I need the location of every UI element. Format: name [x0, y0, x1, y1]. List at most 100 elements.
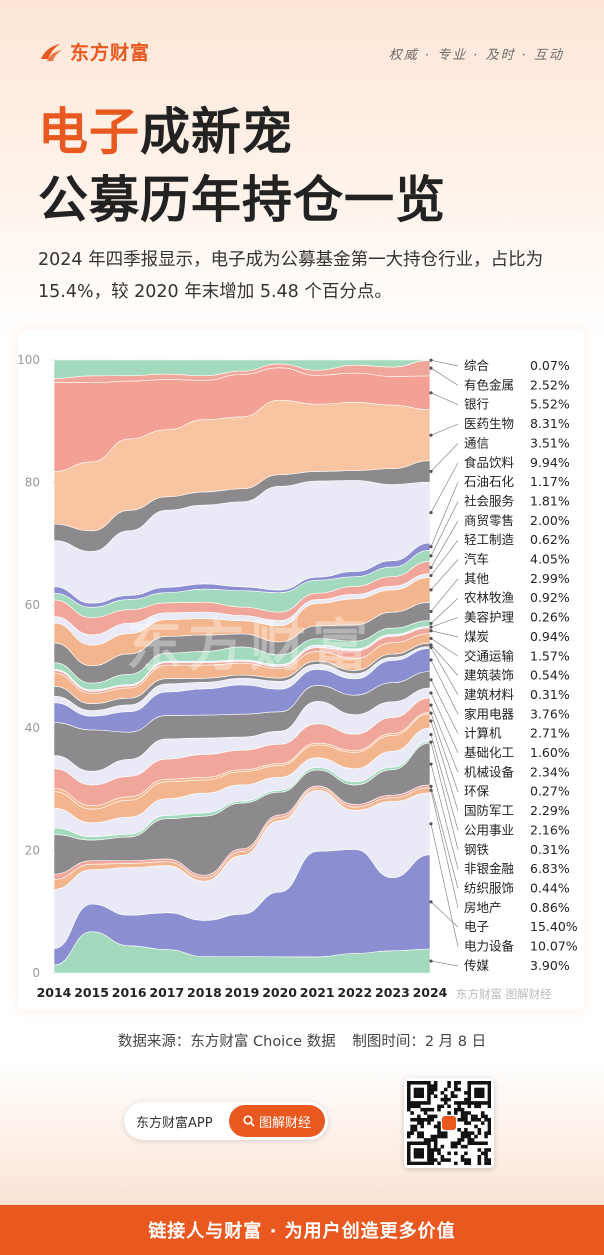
legend-value: 0.62%: [530, 532, 570, 547]
leader-dot: [429, 621, 433, 626]
legend-value: 0.07%: [530, 358, 570, 373]
leader-dot: [429, 732, 433, 737]
legend-name: 汽车: [464, 552, 489, 567]
legend-value: 1.81%: [530, 493, 570, 508]
leader-dot: [429, 366, 433, 370]
leader-dot: [429, 588, 433, 592]
legend-name: 交通运输: [464, 648, 515, 663]
legend-value: 2.00%: [530, 513, 570, 528]
x-tick-label: 2018: [187, 985, 222, 1000]
leader-dot: [429, 358, 433, 362]
legend-name: 银行: [464, 397, 489, 412]
y-tick-label: 80: [25, 476, 40, 490]
leader-line: [430, 539, 459, 576]
leader-line: [430, 367, 459, 386]
legend-value: 3.51%: [530, 435, 570, 450]
legend-value: 3.76%: [530, 706, 570, 721]
legend-value: 0.54%: [530, 668, 570, 683]
leader-dot: [429, 784, 433, 788]
leader-line: [430, 720, 459, 812]
leader-line: [430, 712, 459, 792]
legend-name: 电力设备: [464, 939, 515, 954]
legend-name: 其他: [464, 571, 490, 586]
legend-name: 社会服务: [464, 493, 514, 508]
legend-name: 有色金属: [464, 377, 514, 392]
legend-value: 0.92%: [530, 590, 570, 605]
legend-name: 基础化工: [464, 745, 514, 760]
legend-name: 美容护理: [464, 610, 515, 625]
legend-name: 环保: [464, 784, 490, 799]
leader-line: [430, 960, 459, 967]
legend-value: 2.34%: [530, 764, 570, 779]
leader-line: [430, 462, 459, 513]
legend-value: 2.16%: [530, 822, 570, 837]
legend-name: 纺织服饰: [464, 880, 514, 895]
y-tick-label: 100: [18, 353, 40, 367]
legend-name: 建筑材料: [464, 687, 515, 702]
tujie-caijing-label: 图解财经: [258, 1115, 311, 1131]
leader-dot: [429, 719, 433, 723]
x-tick-label: 2015: [74, 985, 109, 1000]
legend-value: 1.17%: [530, 474, 570, 489]
leader-line: [430, 644, 459, 676]
legend-name: 通信: [464, 435, 489, 450]
leader-line: [430, 659, 459, 715]
y-tick-label: 20: [25, 843, 40, 857]
brand: 东方财富: [38, 38, 150, 65]
legend-name: 家用电器: [464, 706, 515, 721]
leader-dot: [429, 691, 433, 695]
app-pill: 东方财富APP 图解财经: [124, 1102, 328, 1140]
chart-credit: 东方财富 图解财经: [456, 987, 552, 1001]
leader-line: [430, 638, 459, 657]
legend-value: 9.94%: [530, 455, 570, 470]
leader-line: [430, 901, 459, 928]
legend-value: 0.31%: [530, 687, 570, 702]
legend-name: 国防军工: [464, 803, 514, 818]
leader-line: [430, 823, 459, 947]
leader-dot: [429, 625, 433, 629]
search-icon: [243, 1115, 255, 1127]
x-tick-label: 2023: [375, 985, 410, 1000]
legend-name: 农林牧渔: [464, 590, 514, 605]
leader-line: [430, 423, 459, 436]
page-title-line1: 电子成新宠: [38, 92, 293, 164]
stacked-area-chart: 0 20 40 60 80 100 东方财富 2014 2015 2016 2017 2018 2019…: [18, 353, 578, 1001]
leader-dot: [429, 433, 433, 437]
leader-line: [430, 734, 459, 831]
x-tick-label: 2020: [262, 985, 297, 1000]
leader-dot: [429, 609, 433, 614]
y-tick-label: 40: [25, 721, 40, 735]
leader-dot: [429, 822, 433, 826]
leader-dot: [429, 711, 433, 715]
leader-line: [430, 647, 459, 696]
leader-dot: [429, 511, 433, 515]
legend-value: 0.26%: [530, 610, 570, 625]
brand-slogan: 权威 · 专业 · 及时 · 互动: [388, 48, 564, 63]
x-tick-label: 2019: [225, 985, 260, 1000]
leader-dot: [429, 545, 433, 549]
leader-dot: [429, 900, 433, 904]
subtitle: 2024 年四季报显示，电子成为公募基金第一大持仓行业，占比为 15.4%，较 …: [38, 250, 544, 302]
x-tick-label: 2021: [300, 985, 335, 1000]
leader-line: [430, 617, 459, 628]
legend-value: 0.31%: [530, 842, 570, 857]
leader-dot: [429, 643, 433, 647]
leader-dot: [429, 762, 433, 766]
leader-line: [430, 704, 459, 773]
leader-line: [430, 790, 459, 908]
tujie-caijing-button[interactable]: 图解财经: [229, 1105, 325, 1137]
leader-dot: [429, 959, 433, 963]
legend-name: 综合: [464, 358, 490, 373]
leader-line: [430, 786, 459, 889]
chart-watermark: 东方财富: [126, 614, 374, 679]
leader-line: [430, 578, 459, 612]
legend-name: 传媒: [464, 958, 490, 973]
legend-name: 轻工制造: [464, 532, 515, 547]
legend-name: 建筑装饰: [464, 668, 514, 683]
source-text: 数据来源：东方财富 Choice 数据: [117, 1034, 336, 1050]
legend-value: 1.57%: [530, 648, 570, 663]
legend-value: 1.60%: [530, 745, 570, 760]
legend-value: 4.05%: [530, 552, 570, 567]
leader-dot: [429, 703, 433, 707]
legend-value: 15.40%: [530, 919, 578, 934]
